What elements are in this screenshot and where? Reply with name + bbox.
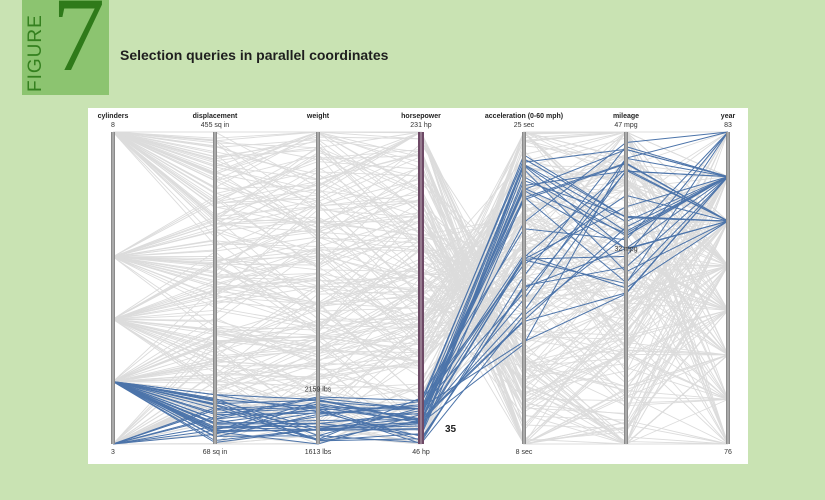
chart-panel: cylinders 8 3 displacement 455 sq in 68 sq in… — [88, 108, 748, 464]
figure-title: Selection queries in parallel coordinate… — [120, 47, 389, 63]
figure-number: 7 — [52, 0, 105, 93]
axis-top-label-cylinders: 8 — [111, 122, 115, 129]
axis-bottom-label-year: 76 — [724, 449, 732, 456]
axis-bottom-label-displacement: 68 sq in — [203, 449, 228, 456]
axis-annotation-mileage: 32 mpg — [614, 246, 637, 253]
axis-top-label-acceleration: 25 sec — [514, 122, 535, 129]
axis-bottom-label-horsepower: 46 hp — [412, 449, 430, 456]
axis-annotation-weight: 2159 lbs — [305, 387, 332, 394]
axis-title-weight: weight — [306, 113, 330, 120]
axis-top-label-mileage: 47 mpg — [614, 122, 637, 129]
axis-title-acceleration: acceleration (0-60 mph) — [485, 113, 563, 120]
axis-bottom-label-acceleration: 8 sec — [516, 449, 533, 456]
axis-title-horsepower: horsepower — [401, 113, 441, 120]
figure-word: FIGURE — [25, 14, 46, 92]
axis-title-displacement: displacement — [193, 113, 238, 120]
axis-top-label-displacement: 455 sq in — [201, 122, 230, 129]
axis-title-mileage: mileage — [613, 113, 639, 120]
axis-bottom-label-cylinders: 3 — [111, 449, 115, 456]
axis-bottom-label-weight: 1613 lbs — [305, 449, 332, 456]
axis-title-year: year — [721, 113, 736, 120]
selection-count: 35 — [445, 424, 457, 435]
figure-badge: FIGURE 7 — [22, 0, 109, 95]
axis-top-label-horsepower: 231 hp — [410, 122, 432, 129]
axis-title-cylinders: cylinders — [98, 113, 129, 120]
axis-top-label-year: 83 — [724, 122, 732, 129]
